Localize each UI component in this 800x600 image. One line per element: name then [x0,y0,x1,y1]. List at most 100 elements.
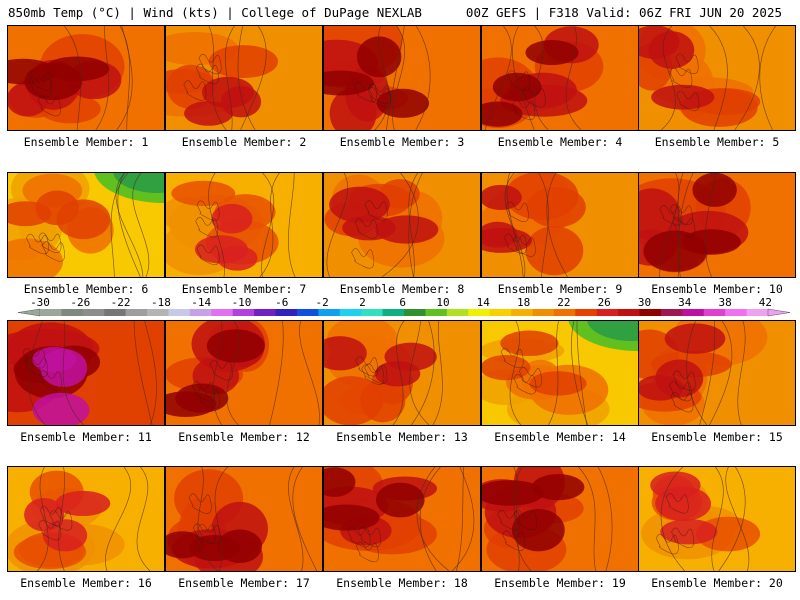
terrain-contour [192,381,215,402]
height-contour [299,321,320,425]
temperature-shade [682,229,741,255]
height-contour [212,321,223,425]
terrain-contour [513,374,537,395]
ensemble-map-panel [7,466,165,572]
height-contour [571,321,588,425]
ensemble-member-label: Ensemble Member: 7 [181,282,307,296]
terrain-contour [29,70,53,91]
height-contour [725,467,750,571]
temperature-shade [639,26,680,59]
terrain-contour [22,348,46,369]
height-contour [64,26,82,130]
colorbar-min-arrow [17,308,41,317]
height-contour [259,173,280,277]
colorbar-segment [468,309,491,316]
colorbar-tick-label: 6 [399,296,406,309]
height-contour [759,26,776,130]
colorbar-segment [211,309,234,316]
temperature-colorbar: -30 -26 -22 -18 -14 -10 -6 -2 2 6 10 14 18 22 26 30 34 38… [17,296,791,317]
colorbar-tick-label: 34 [678,296,692,309]
terrain-contour [655,533,679,555]
height-contour [226,321,240,425]
ensemble-map-panel [481,25,639,131]
temperature-shade [376,88,430,118]
terrain-contour [354,218,378,239]
temperature-shade [56,199,111,240]
height-contour [512,26,535,130]
terrain-contour [38,232,62,253]
height-contour [709,321,733,425]
colorbar-segment [104,309,127,316]
height-contour [392,321,405,425]
height-contour [408,173,423,277]
colorbar-tick-label: 30 [638,296,651,309]
colorbar-segment [275,309,298,316]
height-contour [208,173,225,277]
temperature-shade [692,173,737,207]
terrain-contour [669,380,692,402]
height-contour [132,173,150,277]
height-contour [292,467,318,571]
temperature-shade [360,379,406,423]
height-contour [326,173,349,277]
terrain-contour [669,204,693,225]
ensemble-member-label: Ensemble Member: 1 [23,135,149,149]
colorbar-tick-label: -26 [70,296,90,309]
terrain-contour [665,493,689,514]
temperature-shade [8,238,63,277]
colorbar-tick-label: -10 [232,296,252,309]
colorbar-tick-label: -2 [315,296,328,309]
colorbar-tick-label: -18 [151,296,171,309]
height-contour [538,173,549,277]
ensemble-map-panel [481,466,639,572]
temperature-shade [482,355,531,381]
terrain-contour [196,200,220,221]
terrain-contour [512,236,536,257]
ensemble-member-label: Ensemble Member: 2 [181,135,307,149]
height-contour [409,321,430,425]
ensemble-map-panel [481,320,639,426]
height-contour [576,321,588,425]
colorbar-tick-label: -14 [191,296,211,309]
ensemble-member-label: Ensemble Member: 8 [339,282,465,296]
terrain-contour [347,526,371,548]
colorbar-tick-label: 10 [436,296,449,309]
temperature-shade [324,70,374,96]
height-contour [117,173,141,277]
ensemble-map-panel [7,172,165,278]
colorbar-tick-label: 22 [557,296,570,309]
height-contour [578,467,596,571]
height-contour [565,26,582,130]
height-contour [288,173,296,277]
height-contour [534,26,549,130]
terrain-contour [37,95,61,117]
height-contour [62,321,84,425]
height-contour [415,26,431,130]
terrain-contour [497,509,521,531]
temperature-shade [525,40,579,66]
terrain-contour [196,63,219,85]
temperature-shade [40,348,88,388]
height-contour [386,26,405,130]
terrain-contour [364,200,388,221]
terrain-contour [671,527,695,548]
colorbar-segment [82,309,105,316]
ensemble-member-label: Ensemble Member: 19 [494,576,626,590]
colorbar-segment [553,309,576,316]
ensemble-map-panel [7,320,165,426]
temperature-shade [500,330,559,357]
temperature-shade [166,531,205,559]
ensemble-member-label: Ensemble Member: 6 [23,282,149,296]
height-contour [734,26,760,130]
ensemble-map-panel [323,172,481,278]
terrain-contour [354,81,378,103]
ensemble-map-panel [638,466,796,572]
height-contour [27,321,46,425]
height-contour [197,467,219,571]
colorbar-segment [125,309,148,316]
ensemble-member-label: Ensemble Member: 17 [178,576,310,590]
temperature-shade [166,69,212,94]
colorbar-tick-label: -6 [275,296,288,309]
colorbar-segment [725,309,747,316]
ensemble-member-label: Ensemble Member: 5 [654,135,780,149]
